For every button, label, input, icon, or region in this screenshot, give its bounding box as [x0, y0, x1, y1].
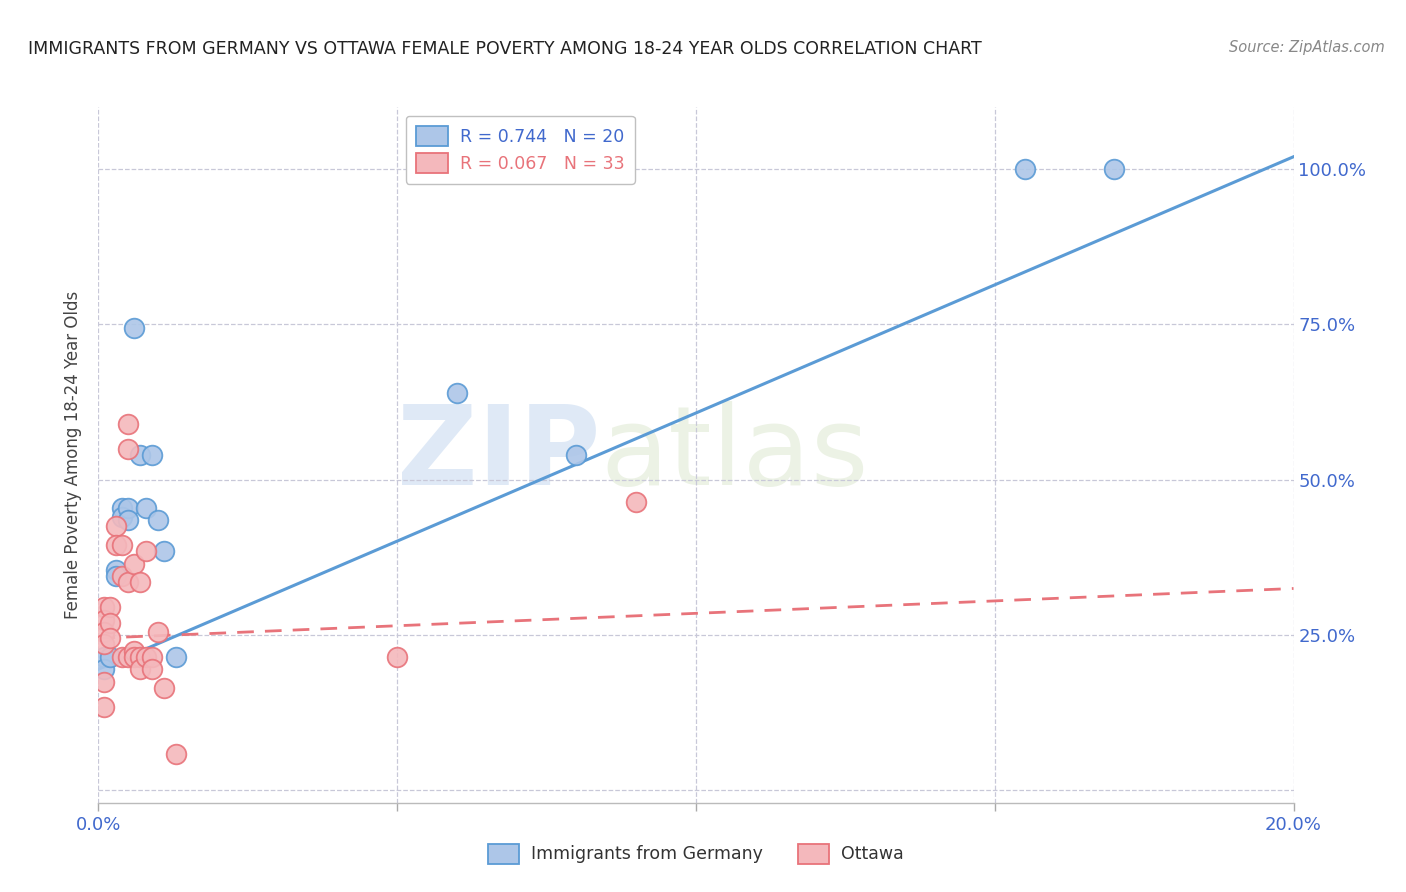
- Point: [93, 624, 115, 639]
- Point: [446, 385, 468, 400]
- Point: [135, 544, 157, 558]
- Point: [111, 510, 134, 524]
- Point: [100, 649, 122, 664]
- Point: [93, 674, 115, 689]
- Point: [111, 569, 134, 583]
- Text: Source: ZipAtlas.com: Source: ZipAtlas.com: [1229, 40, 1385, 55]
- Point: [100, 615, 122, 630]
- Point: [135, 500, 157, 515]
- Point: [129, 662, 152, 676]
- Point: [100, 600, 122, 615]
- Point: [93, 637, 115, 651]
- Point: [129, 448, 152, 462]
- Point: [124, 557, 146, 571]
- Point: [111, 500, 134, 515]
- Point: [100, 631, 122, 645]
- Point: [117, 649, 139, 664]
- Point: [165, 649, 187, 664]
- Point: [117, 500, 139, 515]
- Point: [124, 320, 146, 334]
- Text: atlas: atlas: [600, 401, 869, 508]
- Point: [93, 699, 115, 714]
- Point: [129, 575, 152, 590]
- Point: [105, 569, 128, 583]
- Point: [93, 649, 115, 664]
- Point: [141, 649, 163, 664]
- Point: [93, 662, 115, 676]
- Point: [124, 643, 146, 657]
- Point: [1014, 162, 1036, 177]
- Point: [117, 417, 139, 431]
- Point: [385, 649, 409, 664]
- Point: [124, 649, 146, 664]
- Legend: Immigrants from Germany, Ottawa: Immigrants from Germany, Ottawa: [478, 833, 914, 874]
- Point: [93, 600, 115, 615]
- Point: [129, 649, 152, 664]
- Point: [148, 624, 170, 639]
- Text: IMMIGRANTS FROM GERMANY VS OTTAWA FEMALE POVERTY AMONG 18-24 YEAR OLDS CORRELATI: IMMIGRANTS FROM GERMANY VS OTTAWA FEMALE…: [28, 40, 981, 58]
- Point: [153, 681, 176, 695]
- Point: [626, 494, 648, 508]
- Point: [117, 442, 139, 456]
- Point: [565, 448, 588, 462]
- Point: [135, 649, 157, 664]
- Point: [117, 513, 139, 527]
- Point: [111, 649, 134, 664]
- Point: [105, 519, 128, 533]
- Point: [105, 538, 128, 552]
- Point: [148, 513, 170, 527]
- Point: [141, 448, 163, 462]
- Point: [153, 544, 176, 558]
- Point: [111, 538, 134, 552]
- Point: [141, 662, 163, 676]
- Point: [93, 613, 115, 627]
- Point: [165, 747, 187, 762]
- Y-axis label: Female Poverty Among 18-24 Year Olds: Female Poverty Among 18-24 Year Olds: [65, 291, 83, 619]
- Point: [1104, 162, 1126, 177]
- Point: [105, 563, 128, 577]
- Point: [117, 575, 139, 590]
- Text: ZIP: ZIP: [396, 401, 600, 508]
